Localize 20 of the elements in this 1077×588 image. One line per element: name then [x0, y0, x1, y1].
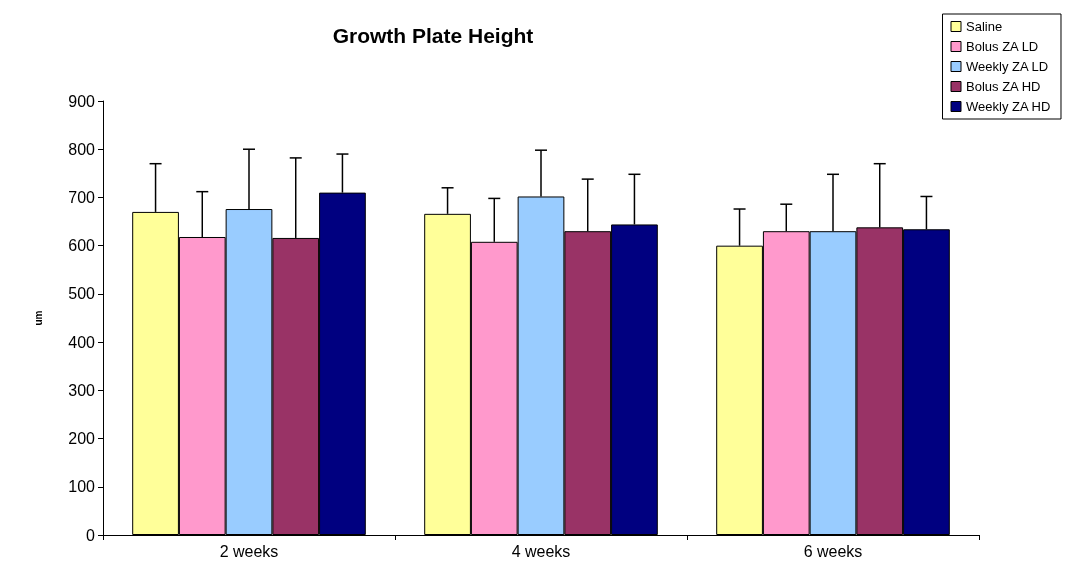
y-tick-label: 600 [68, 237, 96, 255]
y-tick-label: 200 [68, 430, 96, 448]
x-tick-label: 6 weeks [803, 542, 863, 560]
y-tick-label: 100 [68, 478, 96, 496]
x-tick-label: 4 weeks [511, 542, 571, 560]
legend-label: Weekly ZA HD [966, 99, 1051, 114]
chart-title: Growth Plate Height [332, 24, 534, 47]
y-tick-label: 300 [68, 381, 96, 399]
y-tick-label: 800 [68, 140, 96, 158]
y-tick-label: 0 [86, 526, 96, 544]
legend-label: Saline [966, 19, 1003, 34]
x-tick-label: 2 weeks [219, 542, 279, 560]
y-tick-label: 400 [68, 333, 96, 351]
y-tick-label: 700 [68, 188, 96, 206]
y-tick-label: 900 [68, 92, 96, 110]
y-tick-label: 500 [68, 285, 96, 303]
legend-label: Weekly ZA LD [966, 59, 1049, 74]
y-axis-title: um [32, 310, 44, 326]
legend-label: Bolus ZA HD [966, 79, 1041, 94]
legend-label: Bolus ZA LD [966, 39, 1039, 54]
